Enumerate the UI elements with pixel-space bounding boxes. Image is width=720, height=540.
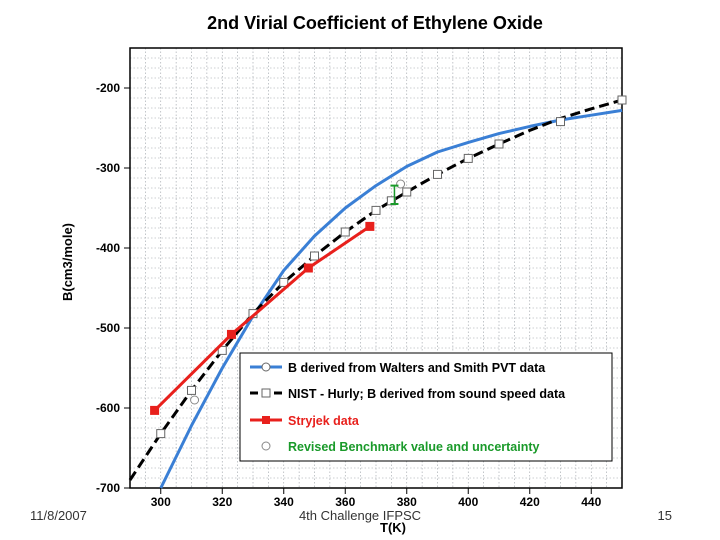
series-line-stryjek (153, 225, 371, 412)
x-tick-label: 300 (151, 495, 171, 509)
nist-point (310, 251, 319, 261)
legend: B derived from Walters and Smith PVT dat… (239, 352, 613, 462)
chart-title: 2nd Virial Coefficient of Ethylene Oxide (207, 13, 543, 33)
nist-point (402, 187, 412, 197)
stryjek-point (365, 221, 375, 231)
x-axis: 300 320 340 360 380 400 420 440 (151, 488, 602, 509)
legend-label-nist: NIST - Hurly; B derived from sound speed… (288, 387, 566, 401)
y-tick-label: -200 (96, 81, 120, 95)
x-tick-label: 440 (581, 495, 601, 509)
nist-point (463, 153, 473, 163)
y-tick-label: -600 (96, 401, 120, 415)
nist-point (217, 345, 227, 355)
nist-point (279, 277, 289, 287)
y-tick-label: -400 (96, 241, 120, 255)
footer-center: 4th Challenge IFPSC (298, 508, 422, 523)
benchmark-point (190, 395, 200, 405)
x-tick-label: 360 (335, 495, 355, 509)
legend-marker-stryjek (262, 416, 270, 424)
x-tick-label: 400 (458, 495, 478, 509)
y-tick-label: -300 (96, 161, 120, 175)
y-tick-label: -500 (96, 321, 120, 335)
x-tick-label: 420 (520, 495, 540, 509)
x-tick-label: 380 (397, 495, 417, 509)
legend-label-benchmark: Revised Benchmark value and uncertainty (288, 440, 540, 454)
footer-date: 11/8/2007 (30, 508, 87, 523)
stryjek-point (303, 263, 313, 273)
nist-point (156, 429, 166, 439)
nist-point (617, 95, 627, 105)
y-tick-label: -700 (96, 481, 120, 495)
nist-point (187, 385, 196, 395)
nist-point (556, 117, 565, 127)
legend-marker-nist (261, 388, 271, 398)
x-axis-label: T(K) (380, 520, 406, 535)
stryjek-point (226, 329, 236, 339)
legend-box (239, 352, 613, 462)
x-tick-label: 340 (274, 495, 294, 509)
legend-label-walters: B derived from Walters and Smith PVT dat… (288, 361, 546, 375)
x-tick-label: 320 (212, 495, 232, 509)
legend-marker-benchmark (261, 441, 271, 451)
benchmark-point (396, 179, 406, 189)
plot-frame (129, 47, 623, 489)
nist-point (433, 169, 442, 179)
series-layer (128, 95, 627, 489)
legend-label-stryjek: Stryjek data (288, 414, 360, 428)
y-axis-label: B(cm3/mole) (60, 223, 75, 301)
nist-point (371, 205, 381, 215)
nist-point (340, 227, 350, 237)
y-axis: -200 -300 -400 -500 -600 -700 (96, 81, 130, 495)
nist-point (494, 139, 504, 149)
footer-page-number: 15 (657, 508, 672, 523)
stryjek-point (150, 405, 160, 415)
legend-marker-walters (261, 362, 271, 372)
